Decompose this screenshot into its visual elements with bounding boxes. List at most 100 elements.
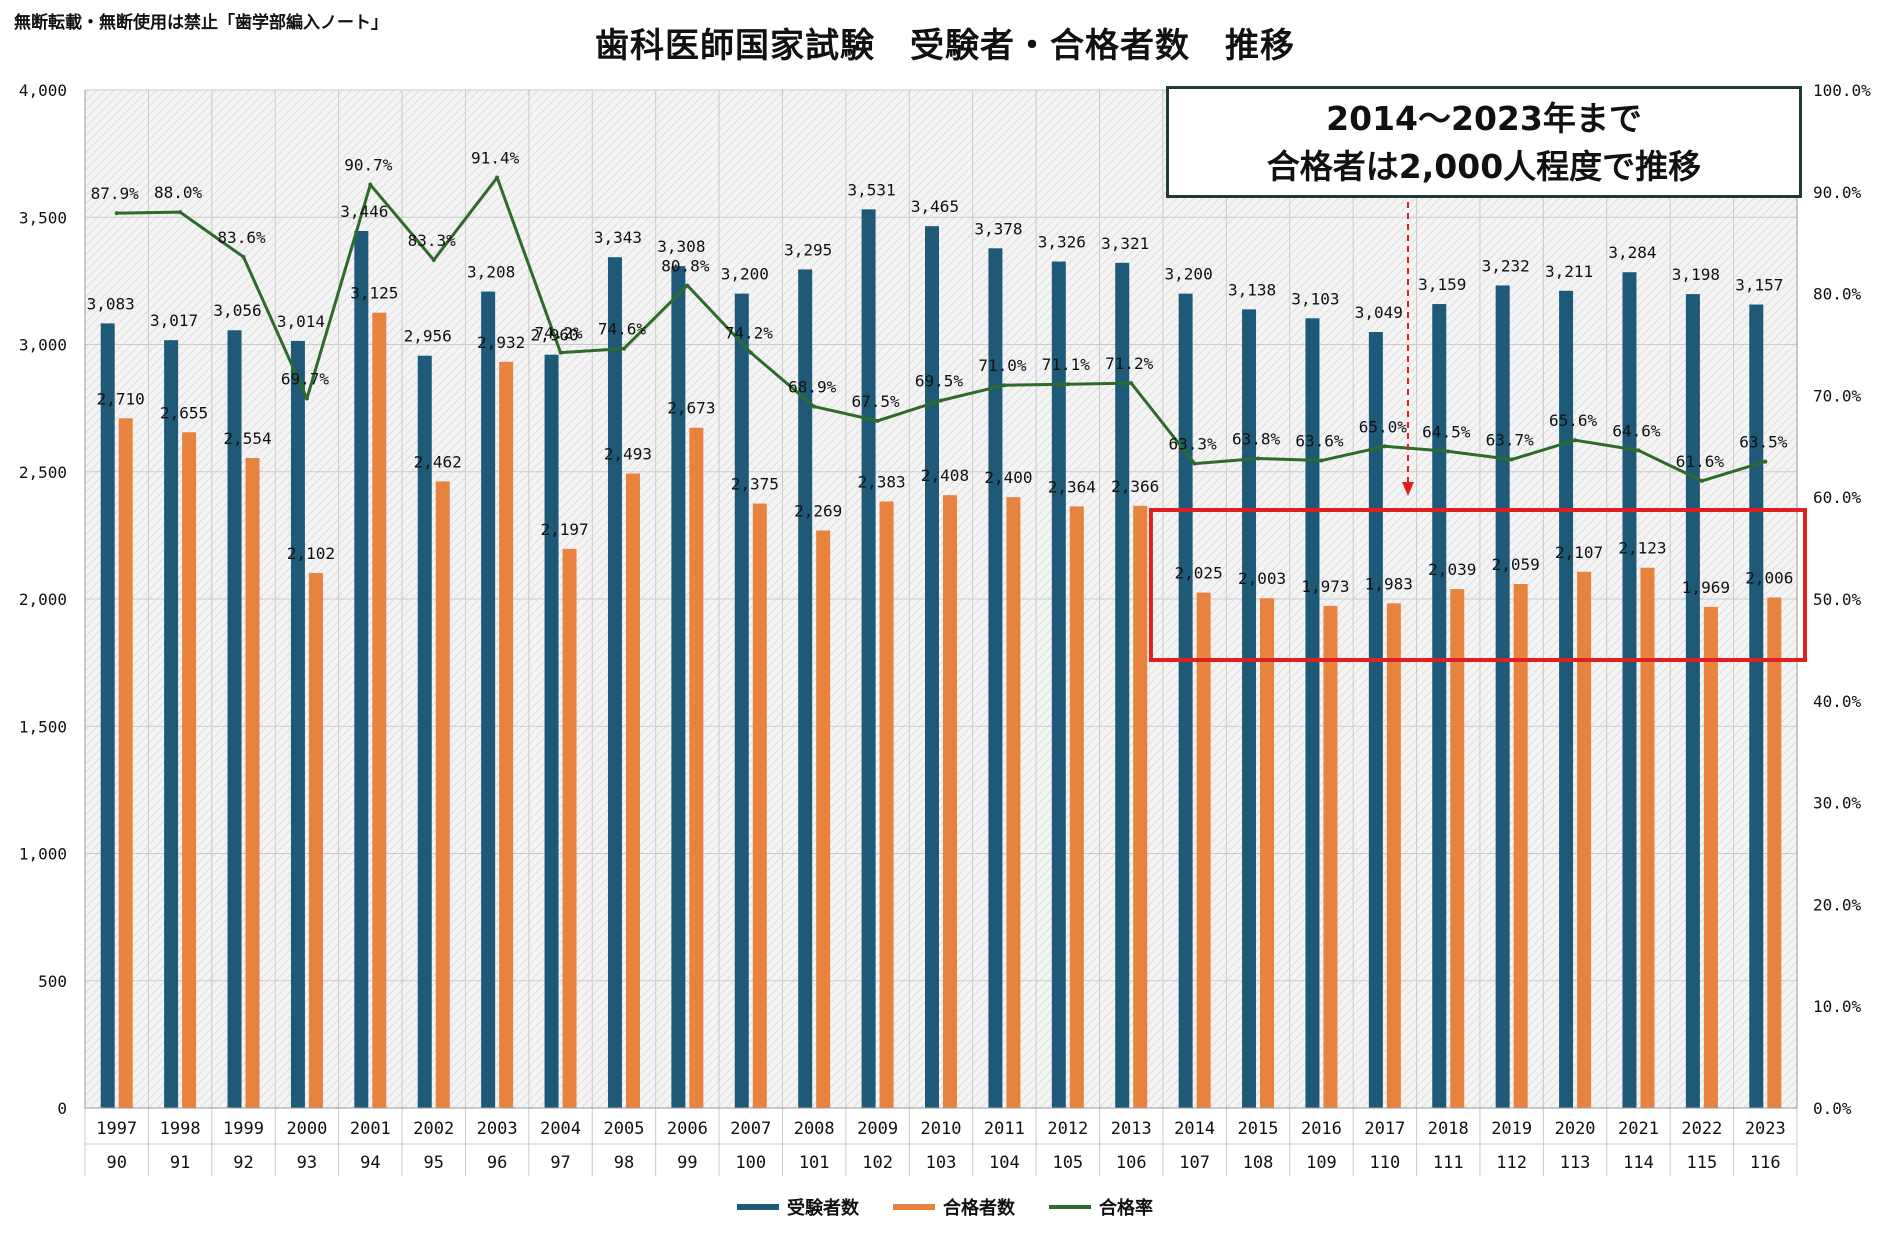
bar-passers [1196, 592, 1211, 1108]
legend-swatch-rate [1049, 1205, 1091, 1209]
category-year: 2021 [1618, 1119, 1659, 1139]
rate-point [1382, 444, 1387, 449]
grid-lines [84, 89, 1798, 1176]
rate-point [304, 396, 309, 401]
right-tick-label: 30.0% [1813, 794, 1862, 813]
label-rate: 63.3% [1169, 435, 1218, 454]
label-passers: 2,025 [1175, 564, 1223, 583]
category-exam-number: 95 [423, 1153, 443, 1173]
bar-examinees [734, 293, 749, 1109]
category-year: 2012 [1047, 1119, 1088, 1139]
right-tick-label: 20.0% [1813, 895, 1862, 914]
label-rate: 87.9% [91, 184, 140, 203]
bar-examinees [798, 269, 813, 1108]
label-rate: 74.2% [534, 324, 583, 343]
label-passers: 2,400 [984, 468, 1032, 487]
label-passers: 2,673 [667, 399, 715, 418]
bar-examinees [607, 257, 622, 1108]
label-passers: 2,059 [1492, 555, 1540, 574]
category-exam-number: 115 [1687, 1153, 1718, 1173]
category-exam-number: 94 [360, 1153, 380, 1173]
rate-point [1256, 456, 1261, 461]
rate-point [241, 254, 246, 259]
label-examinees: 3,083 [87, 294, 135, 313]
label-passers: 1,969 [1682, 578, 1730, 597]
category-exam-number: 100 [735, 1153, 766, 1173]
category-year: 2020 [1555, 1119, 1596, 1139]
category-year: 2014 [1174, 1119, 1215, 1139]
category-exam-number: 97 [550, 1153, 570, 1173]
label-rate: 61.6% [1676, 452, 1725, 471]
label-examinees: 3,321 [1101, 234, 1149, 253]
bar-examinees [100, 323, 115, 1109]
bar-examinees [417, 355, 432, 1108]
right-tick-label: 60.0% [1813, 488, 1862, 507]
callout-box: 2014〜2023年まで 合格者は2,000人程度で推移 [1166, 86, 1802, 198]
label-passers: 1,983 [1365, 574, 1413, 593]
label-examinees: 3,295 [784, 240, 832, 259]
label-examinees: 3,465 [911, 197, 959, 216]
label-examinees: 3,308 [657, 237, 705, 256]
category-year: 2000 [286, 1119, 327, 1139]
rate-point [495, 175, 500, 180]
label-passers: 2,107 [1555, 543, 1603, 562]
category-exam-number: 91 [170, 1153, 190, 1173]
label-passers: 2,039 [1428, 560, 1476, 579]
label-passers: 2,197 [540, 520, 588, 539]
bar-passers [308, 573, 323, 1108]
label-rate: 71.0% [978, 356, 1027, 375]
bar-passers [1703, 606, 1718, 1108]
label-examinees: 3,049 [1355, 303, 1403, 322]
bar-examinees [354, 230, 369, 1109]
category-year: 2002 [413, 1119, 454, 1139]
label-examinees: 3,326 [1038, 233, 1086, 252]
bar-examinees [1051, 261, 1066, 1109]
left-tick-label: 2,000 [19, 590, 67, 609]
category-exam-number: 106 [1116, 1153, 1147, 1173]
label-rate: 74.6% [598, 320, 647, 339]
rate-point [621, 346, 626, 351]
category-year: 2007 [730, 1119, 771, 1139]
category-exam-number: 116 [1750, 1153, 1781, 1173]
rate-point [812, 404, 817, 409]
bar-passers [1577, 571, 1592, 1108]
label-examinees: 3,446 [340, 202, 388, 221]
bar-passers [372, 312, 387, 1108]
right-tick-label: 70.0% [1813, 386, 1862, 405]
right-tick-label: 50.0% [1813, 590, 1862, 609]
left-tick-label: 3,500 [19, 208, 67, 227]
bar-examinees [1495, 285, 1510, 1108]
axes: 0 500 1,000 1,500 2,000 2,500 3,000 3,500 4,000 0… [19, 81, 1871, 1173]
rate-point [1509, 457, 1514, 462]
category-year: 2019 [1491, 1119, 1532, 1139]
label-rate: 64.5% [1422, 422, 1471, 441]
bar-examinees [988, 248, 1003, 1108]
label-examinees: 3,284 [1608, 243, 1656, 262]
rate-point [178, 210, 183, 215]
legend: 受験者数 合格者数 合格率 [0, 1194, 1890, 1220]
bar-passers [816, 530, 831, 1108]
label-examinees: 3,200 [1165, 265, 1213, 284]
label-rate: 91.4% [471, 149, 520, 168]
category-exam-number: 96 [487, 1153, 507, 1173]
category-year: 2022 [1681, 1119, 1722, 1139]
label-examinees: 3,378 [974, 219, 1022, 238]
label-passers: 2,554 [223, 429, 271, 448]
legend-label-examinees: 受験者数 [787, 1198, 859, 1219]
label-passers: 3,125 [350, 284, 398, 303]
rate-point [431, 258, 436, 263]
rate-point [1573, 438, 1578, 443]
left-tick-label: 3,000 [19, 336, 67, 355]
label-examinees: 3,056 [213, 301, 261, 320]
rate-point [1192, 461, 1197, 466]
category-exam-number: 103 [926, 1153, 957, 1173]
category-year: 2004 [540, 1119, 581, 1139]
category-exam-number: 99 [677, 1153, 697, 1173]
label-passers: 2,102 [287, 544, 335, 563]
label-rate: 67.5% [852, 392, 901, 411]
bar-passers [1450, 589, 1465, 1108]
label-passers: 2,383 [858, 473, 906, 492]
rate-point [1763, 459, 1768, 464]
right-tick-label: 90.0% [1813, 183, 1862, 202]
label-rate: 71.2% [1105, 354, 1154, 373]
